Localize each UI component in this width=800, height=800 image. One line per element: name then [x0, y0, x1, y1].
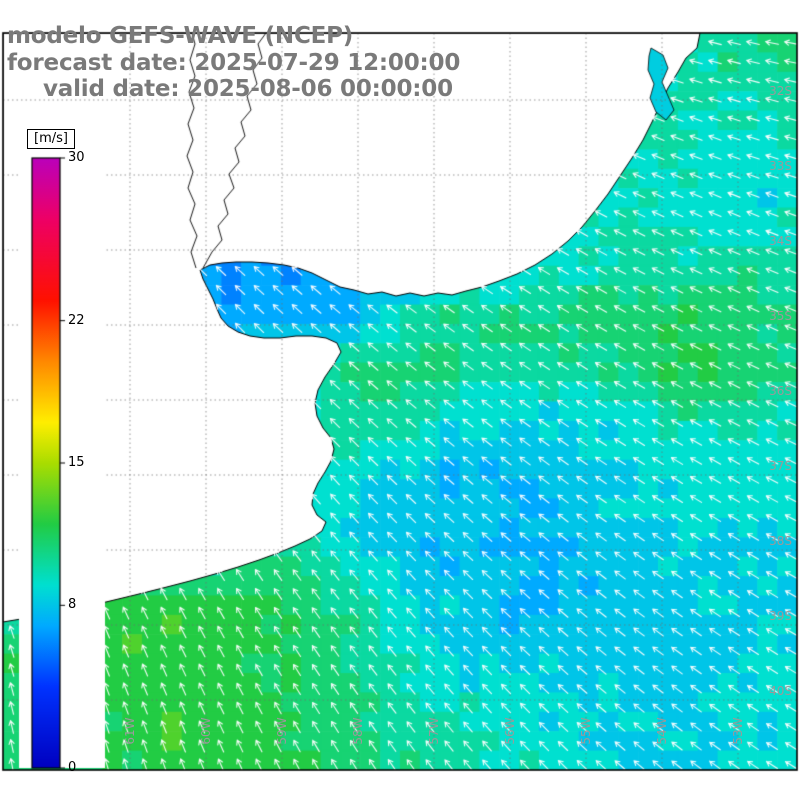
latitude-label: 37S — [769, 459, 792, 473]
longitude-label: 56W — [503, 717, 517, 745]
latitude-label: 39S — [769, 609, 792, 623]
latitude-label: 36S — [769, 384, 792, 398]
colorbar-tick-label: 30 — [68, 150, 85, 165]
latitude-label: 35S — [769, 309, 792, 323]
model-title: modelo GEFS-WAVE (NCEP) — [7, 23, 354, 49]
colorbar-unit-label: [m/s] — [27, 129, 75, 149]
longitude-label: 61W — [123, 717, 137, 745]
colorbar-tick-label: 22 — [68, 312, 85, 328]
longitude-label: 60W — [199, 717, 213, 745]
longitude-label: 55W — [579, 717, 593, 745]
longitude-label: 53W — [731, 717, 745, 745]
latitude-label: 38S — [769, 534, 792, 548]
latitude-label: 32S — [769, 84, 792, 98]
longitude-label: 58W — [351, 717, 365, 745]
colorbar-tick-label: 8 — [68, 597, 77, 613]
colorbar-tick-label: 15 — [68, 455, 85, 470]
valid-date-label: valid date: 2025-08-06 00:00:00 — [43, 76, 453, 102]
latitude-label: 33S — [769, 159, 792, 173]
forecast-date-label: forecast date: 2025-07-29 12:00:00 — [7, 49, 461, 76]
colorbar-tick-label: 0 — [68, 760, 77, 775]
longitude-label: 57W — [427, 717, 441, 745]
title-block: modelo GEFS-WAVE (NCEP) forecast date: 2… — [7, 23, 460, 103]
longitude-label: 59W — [275, 717, 289, 745]
latitude-label: 34S — [769, 234, 792, 248]
longitude-label: 54W — [655, 717, 669, 745]
latitude-label: 40S — [769, 684, 792, 698]
